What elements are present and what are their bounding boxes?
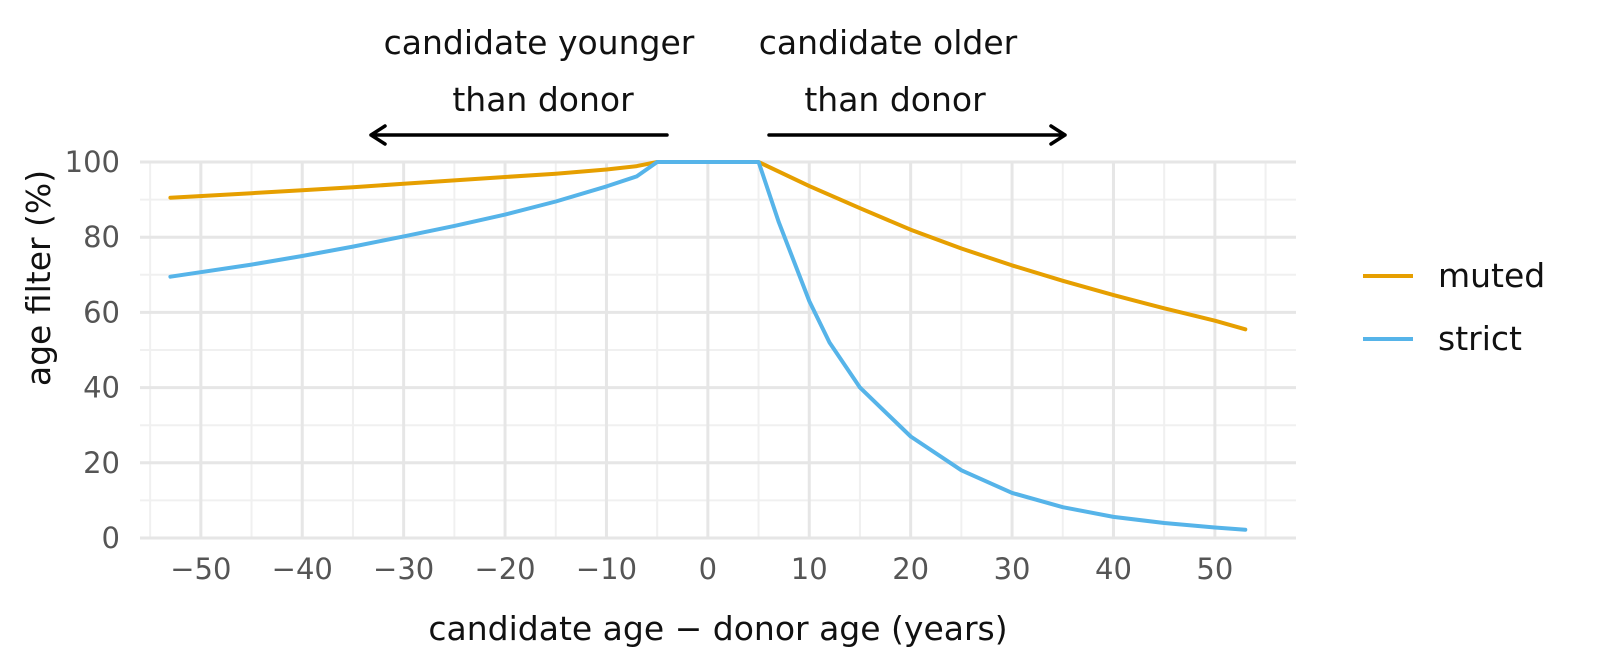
annotation-older-line2: than donor xyxy=(804,80,986,119)
annotation-older: candidate older than donor xyxy=(759,23,1067,146)
annotation-younger: candidate younger than donor xyxy=(369,23,695,146)
x-tick-label: −10 xyxy=(576,552,637,586)
plot-lines xyxy=(168,160,1248,532)
y-tick-label: 100 xyxy=(65,145,120,179)
x-tick-label: 30 xyxy=(994,552,1031,586)
y-tick-label: 0 xyxy=(102,521,120,555)
x-tick-label: 20 xyxy=(892,552,929,586)
x-tick-label: 0 xyxy=(699,552,717,586)
x-tick-label: −40 xyxy=(272,552,333,586)
y-tick-label: 80 xyxy=(83,220,120,254)
x-tick-label: 40 xyxy=(1095,552,1132,586)
y-tick-label: 20 xyxy=(83,446,120,480)
arrow-left-icon xyxy=(369,124,669,146)
annotation-younger-line1: candidate younger xyxy=(384,23,695,62)
grid xyxy=(140,160,1296,540)
x-tick-labels: −50 −40 −30 −20 −10 0 10 20 30 40 50 xyxy=(170,552,1233,586)
x-tick-label: −30 xyxy=(373,552,434,586)
legend-item-strict: strict xyxy=(1363,319,1522,358)
y-tick-label: 40 xyxy=(83,371,120,405)
annotation-older-line1: candidate older xyxy=(759,23,1018,62)
x-tick-label: 50 xyxy=(1196,552,1233,586)
arrow-right-icon xyxy=(767,124,1067,146)
x-tick-label: 10 xyxy=(791,552,828,586)
legend: muted strict xyxy=(1363,256,1545,358)
series-line-strict xyxy=(168,160,1248,532)
y-tick-label: 60 xyxy=(83,295,120,329)
x-axis-title: candidate age − donor age (years) xyxy=(428,609,1007,648)
y-axis-title: age filter (%) xyxy=(19,170,58,386)
legend-label-muted: muted xyxy=(1438,256,1545,295)
annotation-younger-line2: than donor xyxy=(452,80,634,119)
legend-label-strict: strict xyxy=(1438,319,1522,358)
x-tick-label: −50 xyxy=(170,552,231,586)
y-tick-labels: 0 20 40 60 80 100 xyxy=(65,145,120,555)
x-tick-label: −20 xyxy=(474,552,535,586)
legend-item-muted: muted xyxy=(1363,256,1545,295)
